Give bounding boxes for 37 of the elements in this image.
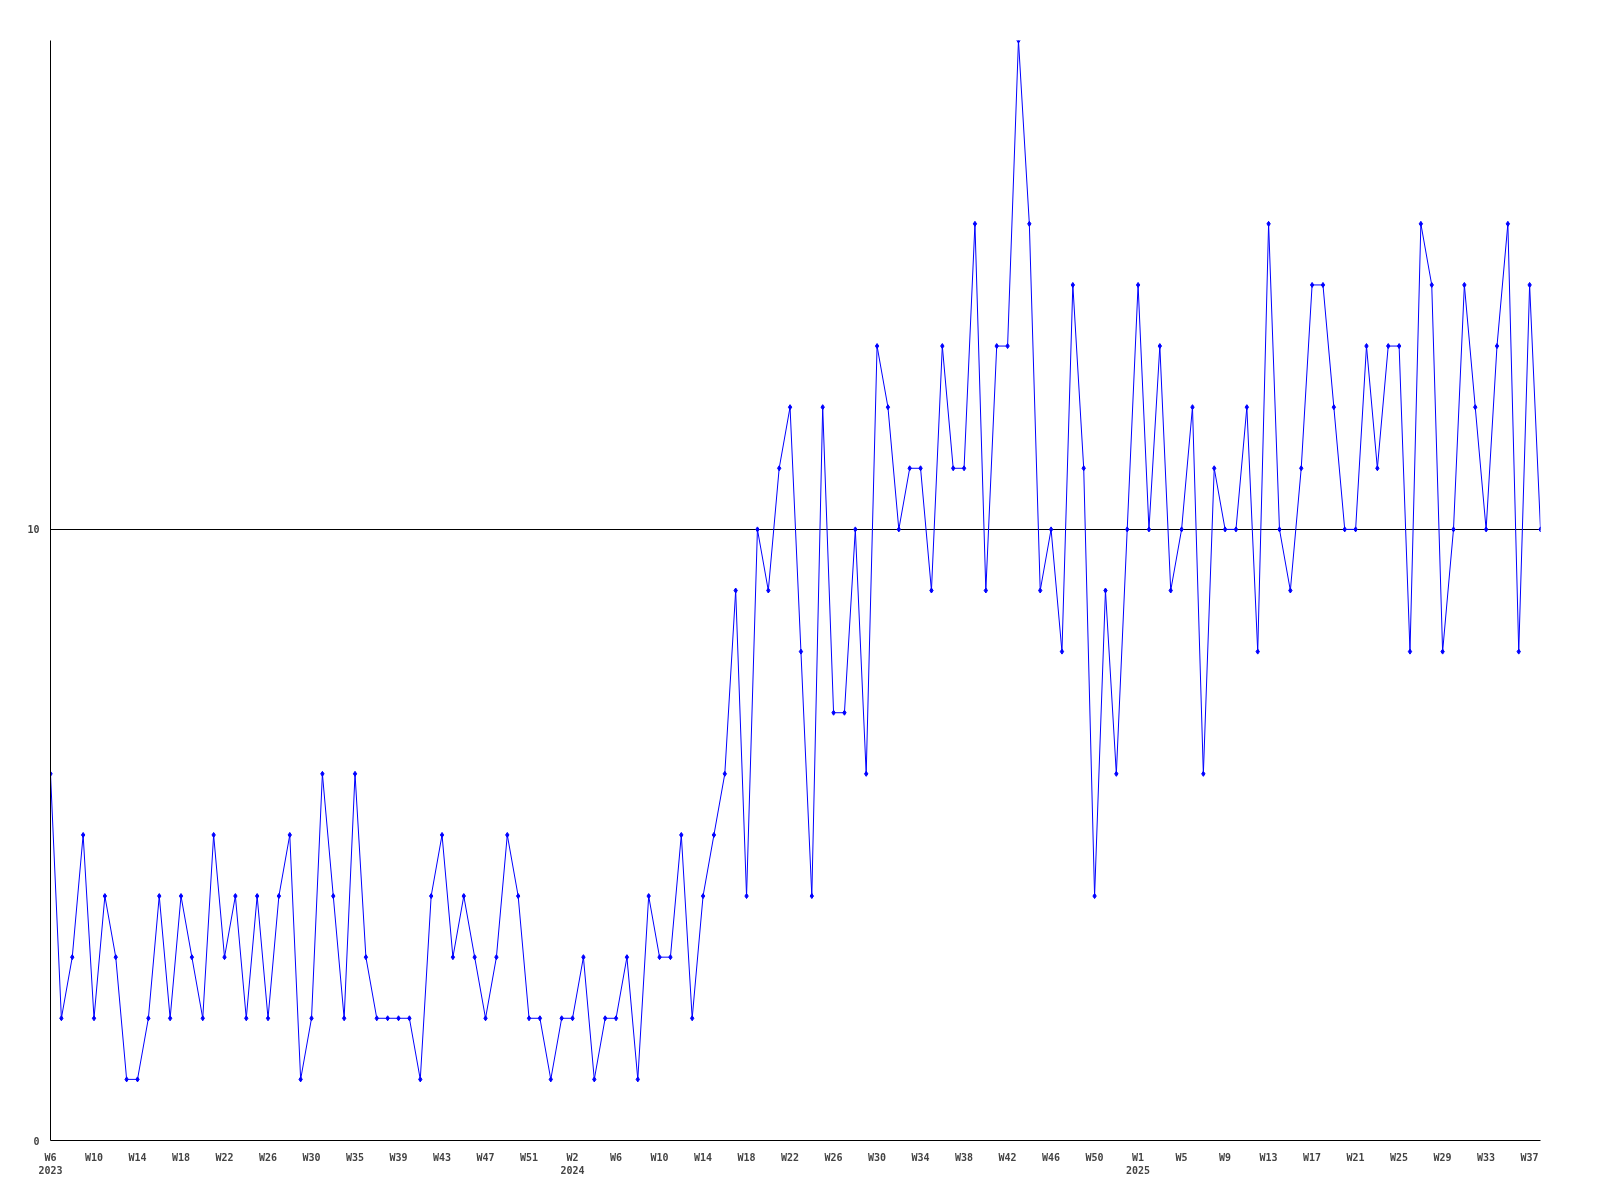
- x-tick-label: W10: [650, 1151, 669, 1163]
- x-tick-label: W37: [1520, 1151, 1539, 1163]
- x-tick-label: W34: [911, 1151, 930, 1163]
- x-tick-label: W29: [1433, 1151, 1452, 1163]
- x-tick-label: W22: [215, 1151, 234, 1163]
- x-tick-label: W21: [1346, 1151, 1365, 1163]
- x-tick-label: W46: [1042, 1151, 1061, 1163]
- y-tick-label: 10: [27, 524, 40, 536]
- y-tick-label: 0: [33, 1135, 40, 1147]
- x-tick-label: W1 2025: [1126, 1151, 1151, 1176]
- x-tick-label: W30: [302, 1151, 321, 1163]
- x-tick-label: W6 2023: [38, 1151, 63, 1176]
- x-tick-label: W50: [1085, 1151, 1104, 1163]
- x-tick-label: W6: [610, 1151, 623, 1163]
- x-tick-label: W17: [1303, 1151, 1322, 1163]
- x-tick-label: W39: [389, 1151, 408, 1163]
- x-tick-label: W10: [84, 1151, 104, 1163]
- x-tick-label: W5: [1175, 1151, 1188, 1163]
- x-tick-label: W51: [520, 1151, 539, 1163]
- x-tick-label: W2 2024: [560, 1151, 585, 1176]
- x-tick-label: W26: [824, 1151, 843, 1163]
- x-tick-label: W35: [345, 1151, 365, 1163]
- x-tick-label: W9: [1219, 1151, 1232, 1163]
- x-tick-label: W18: [171, 1151, 191, 1163]
- x-tick-label: W13: [1259, 1151, 1278, 1163]
- x-tick-label: W47: [476, 1151, 495, 1163]
- x-tick-label: W22: [781, 1151, 800, 1163]
- x-tick-label: W43: [433, 1151, 452, 1163]
- x-tick-label: W42: [998, 1151, 1017, 1163]
- x-tick-label: W26: [258, 1151, 278, 1163]
- x-tick-label: W25: [1390, 1151, 1409, 1163]
- x-tick-label: W30: [868, 1151, 887, 1163]
- x-tick-label: W14: [694, 1151, 713, 1163]
- x-tick-label: W38: [955, 1151, 974, 1163]
- x-tick-label: W14: [128, 1151, 147, 1163]
- x-tick-label: W33: [1477, 1151, 1496, 1163]
- x-tick-label: W18: [737, 1151, 756, 1163]
